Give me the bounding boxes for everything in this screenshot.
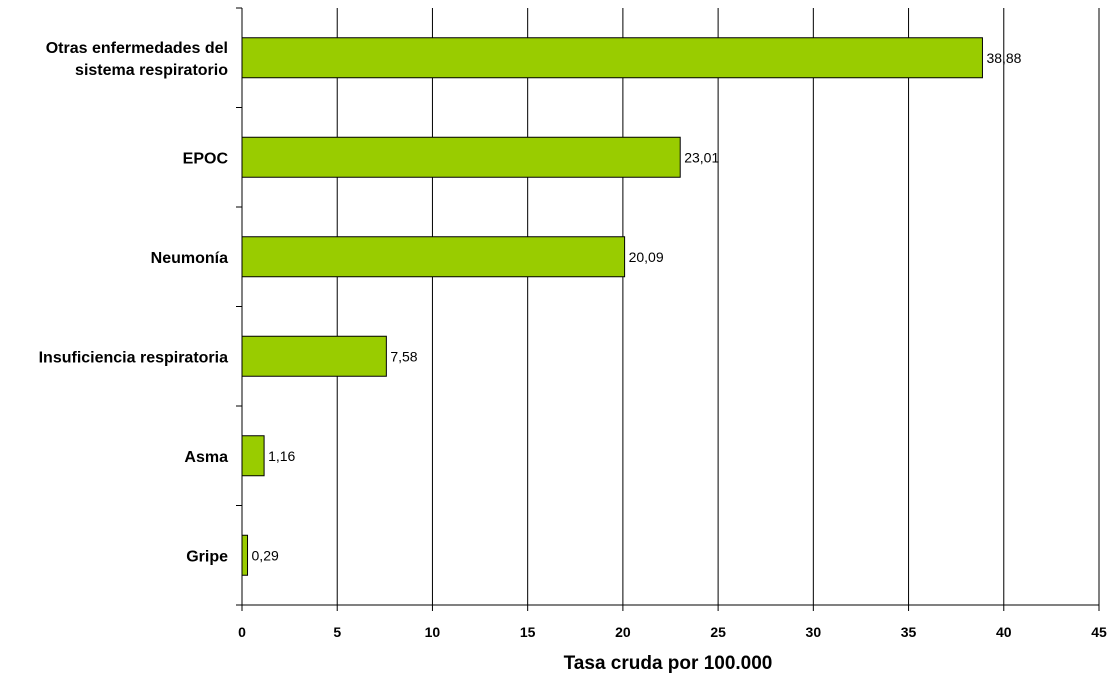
category-label: Asma: [184, 449, 228, 466]
category-label: Gripe: [186, 548, 228, 565]
category-label: sistema respiratorio: [75, 62, 228, 79]
x-axis-title: Tasa cruda por 100.000: [564, 653, 773, 674]
bar: [241, 236, 626, 278]
bars: [241, 37, 983, 576]
x-tick-labels: 0 5 10 15 20 25 30 35 40 45: [238, 624, 1107, 640]
data-labels: 38,88 23,01 20,09 7,58 1,16 0,29: [252, 50, 1022, 564]
x-tick-label: 5: [333, 624, 341, 640]
category-label: Insuficiencia respiratoria: [39, 349, 229, 366]
x-tick-label: 10: [425, 624, 441, 640]
x-tick-label: 0: [238, 624, 246, 640]
category-label: EPOC: [183, 150, 229, 167]
x-tick-label: 45: [1091, 624, 1107, 640]
bar: [241, 37, 983, 79]
x-tick-label: 15: [520, 624, 536, 640]
category-label: Otras enfermedades del: [46, 40, 228, 57]
bar: [241, 136, 681, 178]
data-label: 0,29: [252, 547, 279, 563]
data-label: 38,88: [986, 50, 1021, 66]
x-tick-label: 30: [806, 624, 822, 640]
bar: [241, 534, 249, 576]
category-label: Neumonía: [151, 250, 228, 267]
x-tick-label: 25: [710, 624, 726, 640]
data-label: 7,58: [390, 348, 417, 364]
bar: [241, 335, 387, 377]
gridlines: [336, 8, 1100, 605]
x-tick-label: 20: [615, 624, 631, 640]
x-tick-label: 40: [996, 624, 1012, 640]
category-labels: Otras enfermedades del sistema respirator…: [39, 40, 229, 566]
data-label: 1,16: [268, 448, 295, 464]
data-label: 23,01: [684, 149, 719, 165]
axes: [236, 7, 1100, 611]
data-label: 20,09: [629, 249, 664, 265]
bar: [241, 435, 265, 477]
x-tick-label: 35: [901, 624, 917, 640]
